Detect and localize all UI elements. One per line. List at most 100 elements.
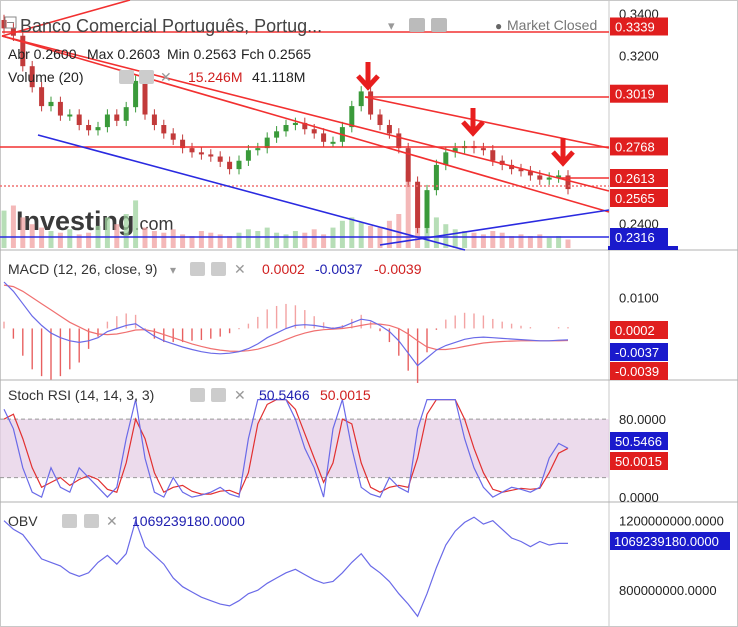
volume-bar: [499, 232, 505, 248]
volume-bar: [339, 220, 345, 248]
candle-body: [245, 150, 251, 161]
volume-close-icon[interactable]: ✕: [160, 69, 172, 85]
volume-bar: [1, 210, 7, 248]
candle-body: [565, 175, 571, 190]
volume-bar: [151, 231, 157, 248]
volume-bar: [302, 232, 308, 248]
downtrend-line-mid: [1, 35, 610, 192]
candle-body: [311, 129, 317, 134]
candle-body: [20, 35, 26, 67]
volume-bar: [10, 205, 16, 248]
candle-body: [302, 122, 308, 130]
ohlc-close: Fch 0.2565: [241, 46, 311, 62]
volume-bar: [349, 217, 355, 248]
support-line-descending: [37, 134, 466, 251]
volume-bar: [255, 231, 261, 248]
stoch-d-value: 50.0015: [320, 387, 371, 403]
volume-bar: [227, 236, 233, 248]
candle-body: [283, 125, 289, 132]
candle-body: [208, 154, 214, 157]
volume-bar: [20, 217, 26, 248]
stoch-k-value: 50.5466: [259, 387, 310, 403]
stoch-tick-0: 80.0000: [619, 412, 666, 427]
volume-bar: [443, 224, 449, 248]
stoch-settings-icon[interactable]: [211, 388, 226, 402]
instrument-title: Banco Comercial Português, Portug...: [20, 16, 322, 36]
candle-body: [86, 125, 92, 131]
macd-settings-icon[interactable]: [211, 262, 226, 276]
volume-bar: [86, 232, 92, 248]
price-label-5-bg: [610, 228, 668, 246]
price-label-0-bg: [610, 17, 668, 36]
stoch-visibility-icon[interactable]: [190, 388, 205, 402]
candle-body: [236, 160, 242, 170]
downtrend-line-long: [1, 35, 610, 213]
price-tick-1: 0.3200: [619, 49, 659, 64]
candle-body: [39, 87, 45, 107]
candle-body: [349, 106, 355, 128]
stoch-tick-2-bg: [610, 452, 668, 470]
candle-body: [490, 150, 496, 161]
stoch-tick-1-bg: [610, 432, 668, 450]
price-label-3: 0.2613: [615, 171, 655, 186]
chevron-down-icon[interactable]: ▾: [388, 18, 395, 33]
volume-bar: [180, 234, 186, 248]
candle-body: [518, 169, 524, 172]
candle-body: [330, 141, 336, 144]
volume-bar: [546, 237, 552, 248]
macd-visibility-icon[interactable]: [190, 262, 205, 276]
volume-bar: [292, 231, 298, 248]
candle-body: [57, 101, 63, 116]
volume-bar: [274, 232, 280, 248]
candle-body: [274, 131, 280, 138]
settings-icon[interactable]: [431, 18, 447, 32]
candle-body: [368, 91, 374, 115]
stoch-tick-1: 50.5466: [615, 434, 662, 449]
macd-line-value: -0.0037: [315, 261, 363, 277]
ohlc-low: Min 0.2563: [167, 46, 236, 62]
price-label-4: 0.2565: [615, 191, 655, 206]
down-arrow-head: [356, 74, 380, 91]
collapse-icon[interactable]: [4, 16, 17, 29]
candle-body: [29, 66, 35, 88]
candle-body: [114, 114, 120, 121]
volume-settings-icon[interactable]: [139, 70, 154, 84]
obv-panel: [3, 516, 569, 618]
candle-body: [217, 156, 223, 162]
stoch-close-icon[interactable]: ✕: [234, 387, 246, 403]
macd-chevron-icon[interactable]: ▾: [170, 263, 176, 277]
stoch-tick-2: 50.0015: [615, 454, 662, 469]
candle-body: [189, 148, 195, 153]
candle-body: [546, 177, 552, 180]
candle-body: [227, 161, 233, 170]
volume-bar: [405, 171, 411, 248]
volume-bar: [29, 224, 35, 248]
obv-tick-2: 800000000.0000: [619, 583, 717, 598]
volume-visibility-icon[interactable]: [119, 70, 134, 84]
candle-body: [433, 164, 439, 191]
volume-bar: [471, 232, 477, 248]
down-arrow-head: [461, 120, 485, 137]
macd-close-icon[interactable]: ✕: [234, 261, 246, 277]
volume-bar: [433, 217, 439, 248]
price-axes: 0.34000.32000.24000.33390.30190.27680.26…: [608, 7, 730, 598]
stoch-rsi-panel: [0, 399, 609, 498]
obv-visibility-icon[interactable]: [62, 514, 77, 528]
price-panel: [0, 0, 610, 251]
obv-line: [3, 516, 569, 618]
volume-bar: [311, 229, 317, 248]
macd-label: MACD (12, 26, close, 9): [8, 261, 157, 277]
volume-bar: [283, 234, 289, 248]
candle-body: [180, 139, 186, 149]
price-tick-2: 0.2400: [619, 217, 659, 232]
visibility-icon[interactable]: [409, 18, 425, 32]
price-label-0: 0.3339: [615, 19, 655, 34]
obv-close-icon[interactable]: ✕: [106, 513, 118, 529]
volume-bar: [189, 236, 195, 248]
price-label-3-bg: [610, 169, 668, 187]
obv-settings-icon[interactable]: [84, 514, 99, 528]
volume-bar: [509, 236, 515, 248]
candle-body: [480, 148, 486, 151]
candle-body: [537, 175, 543, 180]
